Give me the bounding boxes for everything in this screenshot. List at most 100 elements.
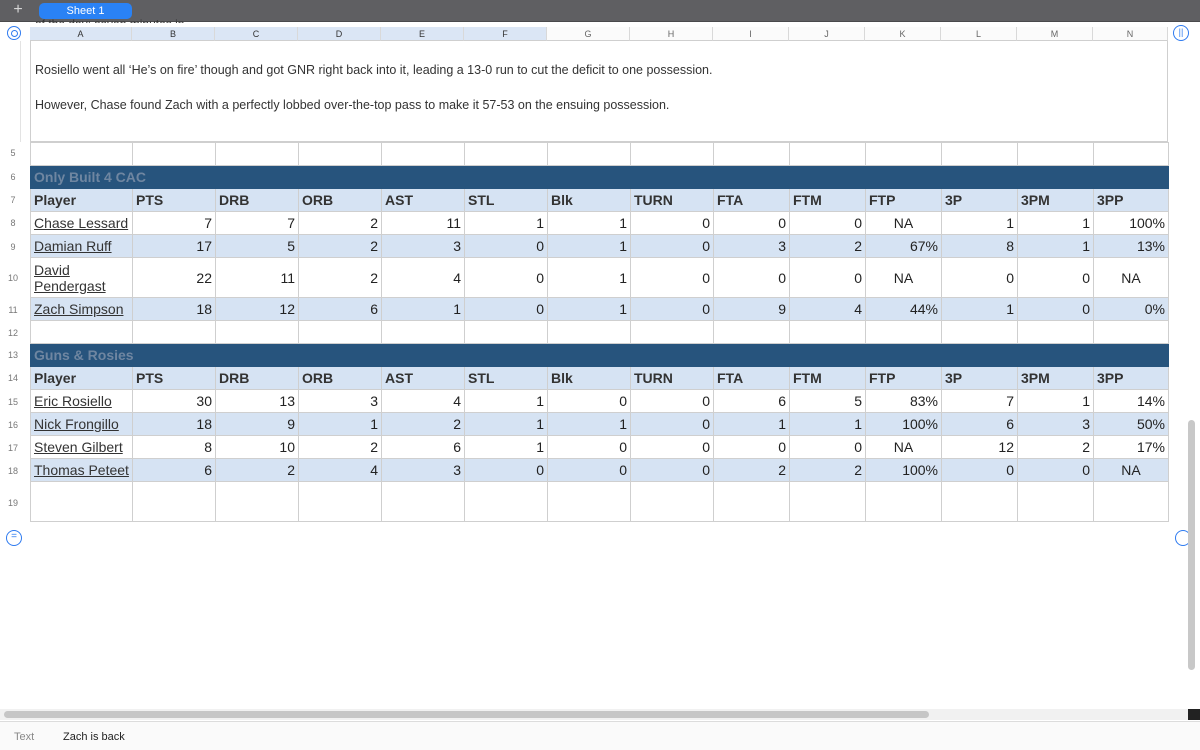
header-cell-player[interactable]: Player — [30, 366, 133, 390]
header-cell-fta[interactable]: FTA — [713, 188, 790, 212]
empty-cell[interactable] — [789, 481, 866, 522]
stat-cell-drb[interactable]: 10 — [215, 435, 299, 459]
stat-cell-fta[interactable]: 3 — [713, 234, 790, 258]
empty-cell[interactable] — [381, 481, 465, 522]
stat-cell-pts[interactable]: 22 — [132, 257, 216, 298]
stat-cell-turn[interactable]: 0 — [630, 211, 714, 235]
stat-cell-ast[interactable]: 3 — [381, 458, 465, 482]
row-number-18[interactable]: 18 — [7, 466, 18, 476]
stat-cell-ftp[interactable]: 83% — [865, 389, 942, 413]
column-header-b[interactable]: B — [132, 27, 215, 41]
stat-cell-3pp[interactable]: 14% — [1093, 389, 1169, 413]
stat-cell-3pp[interactable]: 0% — [1093, 297, 1169, 321]
player-name-cell[interactable]: Nick Frongillo — [30, 412, 133, 436]
stat-cell-ftp[interactable]: 100% — [865, 458, 942, 482]
stat-cell-ftp[interactable]: 44% — [865, 297, 942, 321]
stat-cell-orb[interactable]: 1 — [298, 412, 382, 436]
team-name-team1[interactable]: Only Built 4 CAC — [30, 165, 1169, 189]
header-cell-turn[interactable]: TURN — [630, 188, 714, 212]
stat-cell-blk[interactable]: 1 — [547, 211, 631, 235]
stat-cell-orb[interactable]: 3 — [298, 389, 382, 413]
stat-cell-3pm[interactable]: 1 — [1017, 211, 1094, 235]
empty-cell[interactable] — [215, 481, 299, 522]
stat-cell-pts[interactable]: 18 — [132, 412, 216, 436]
column-header-c[interactable]: C — [215, 27, 298, 41]
stat-cell-pts[interactable]: 18 — [132, 297, 216, 321]
stat-cell-stl[interactable]: 1 — [464, 389, 548, 413]
empty-cell[interactable] — [298, 320, 382, 344]
empty-cell[interactable] — [630, 320, 714, 344]
player-name-cell[interactable]: Damian Ruff — [30, 234, 133, 258]
stat-cell-ast[interactable]: 11 — [381, 211, 465, 235]
stat-cell-orb[interactable]: 6 — [298, 297, 382, 321]
stat-cell-ftm[interactable]: 1 — [789, 412, 866, 436]
stat-cell-pts[interactable]: 8 — [132, 435, 216, 459]
header-cell-3pp[interactable]: 3PP — [1093, 188, 1169, 212]
stat-cell-ast[interactable]: 1 — [381, 297, 465, 321]
empty-cell[interactable] — [941, 481, 1018, 522]
stat-cell-ftm[interactable]: 4 — [789, 297, 866, 321]
empty-cell[interactable] — [132, 320, 216, 344]
column-header-f[interactable]: F — [464, 27, 547, 41]
stat-cell-3pp[interactable]: NA — [1093, 458, 1169, 482]
stat-cell-3p[interactable]: 1 — [941, 211, 1018, 235]
column-header-h[interactable]: H — [630, 27, 713, 41]
stat-cell-drb[interactable]: 7 — [215, 211, 299, 235]
stat-cell-3pp[interactable]: 50% — [1093, 412, 1169, 436]
header-cell-blk[interactable]: Blk — [547, 188, 631, 212]
stat-cell-drb[interactable]: 13 — [215, 389, 299, 413]
column-header-j[interactable]: J — [789, 27, 865, 41]
stat-cell-fta[interactable]: 1 — [713, 412, 790, 436]
column-header-n[interactable]: N — [1093, 27, 1168, 41]
stat-cell-ftm[interactable]: 5 — [789, 389, 866, 413]
header-cell-drb[interactable]: DRB — [215, 366, 299, 390]
row-number-8[interactable]: 8 — [10, 218, 16, 228]
empty-cell[interactable] — [464, 481, 548, 522]
header-cell-ast[interactable]: AST — [381, 188, 465, 212]
empty-cell[interactable] — [1093, 320, 1169, 344]
stat-cell-ast[interactable]: 2 — [381, 412, 465, 436]
stat-cell-fta[interactable]: 6 — [713, 389, 790, 413]
stat-cell-ftm[interactable]: 2 — [789, 234, 866, 258]
stat-cell-fta[interactable]: 2 — [713, 458, 790, 482]
stat-cell-fta[interactable]: 9 — [713, 297, 790, 321]
empty-cell[interactable] — [941, 320, 1018, 344]
add-sheet-button[interactable]: + — [13, 1, 23, 18]
stat-cell-orb[interactable]: 2 — [298, 234, 382, 258]
stat-cell-stl[interactable]: 1 — [464, 211, 548, 235]
column-header-k[interactable]: K — [865, 27, 941, 41]
row-number-13[interactable]: 13 — [7, 350, 18, 360]
stat-cell-3pm[interactable]: 0 — [1017, 458, 1094, 482]
empty-cell[interactable] — [298, 481, 382, 522]
stat-cell-3p[interactable]: 12 — [941, 435, 1018, 459]
stat-cell-ftp[interactable]: 100% — [865, 412, 942, 436]
stat-cell-blk[interactable]: 1 — [547, 297, 631, 321]
row-number-6[interactable]: 6 — [10, 172, 16, 182]
stat-cell-turn[interactable]: 0 — [630, 435, 714, 459]
stat-cell-ftp[interactable]: 67% — [865, 234, 942, 258]
stat-cell-stl[interactable]: 0 — [464, 257, 548, 298]
stat-cell-fta[interactable]: 0 — [713, 257, 790, 298]
header-cell-orb[interactable]: ORB — [298, 366, 382, 390]
stat-cell-pts[interactable]: 17 — [132, 234, 216, 258]
player-name-cell[interactable]: Thomas Peteet — [30, 458, 133, 482]
empty-cell[interactable] — [1093, 481, 1169, 522]
table-select-control-icon[interactable] — [7, 26, 21, 40]
row-number-7[interactable]: 7 — [10, 195, 16, 205]
header-cell-ftm[interactable]: FTM — [789, 366, 866, 390]
cell-value-field[interactable]: Zach is back — [63, 731, 125, 743]
tab-sheet-1[interactable]: Sheet 1 — [39, 3, 132, 19]
stat-cell-blk[interactable]: 1 — [547, 257, 631, 298]
stat-cell-orb[interactable]: 2 — [298, 211, 382, 235]
row-number-12[interactable]: 12 — [7, 328, 18, 338]
empty-cell[interactable] — [547, 481, 631, 522]
empty-cell[interactable] — [464, 320, 548, 344]
stat-cell-ast[interactable]: 4 — [381, 389, 465, 413]
row-number-19[interactable]: 19 — [7, 498, 18, 508]
header-cell-ftm[interactable]: FTM — [789, 188, 866, 212]
vertical-scrollbar[interactable] — [1188, 420, 1195, 670]
stat-cell-drb[interactable]: 5 — [215, 234, 299, 258]
pause-columns-icon[interactable]: || — [1173, 25, 1189, 41]
column-header-d[interactable]: D — [298, 27, 381, 41]
stat-cell-ast[interactable]: 3 — [381, 234, 465, 258]
